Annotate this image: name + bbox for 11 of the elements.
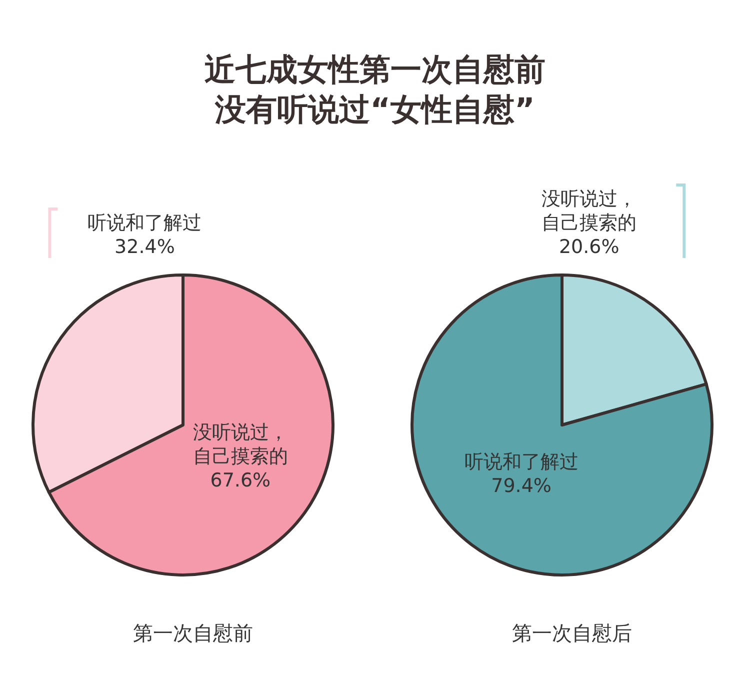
chart-title: 近七成女性第一次自慰前没有听说过“女性自慰” xyxy=(204,52,546,128)
slice-label: 听说和了解过 xyxy=(88,212,202,234)
data-label: 79.4% xyxy=(491,474,552,497)
slice-label: 没听说过，自己摸索的 xyxy=(192,421,288,468)
data-label: 67.6% xyxy=(210,469,271,492)
data-label: 20.6% xyxy=(558,236,620,258)
text: 第一次自慰后 xyxy=(512,621,632,645)
slice-label: 没听说过，自己摸索的 xyxy=(542,188,637,234)
slice-label: 听说和了解过 xyxy=(464,450,578,473)
text: 第一次自慰前 xyxy=(133,621,253,645)
data-label: 32.4% xyxy=(114,236,175,258)
